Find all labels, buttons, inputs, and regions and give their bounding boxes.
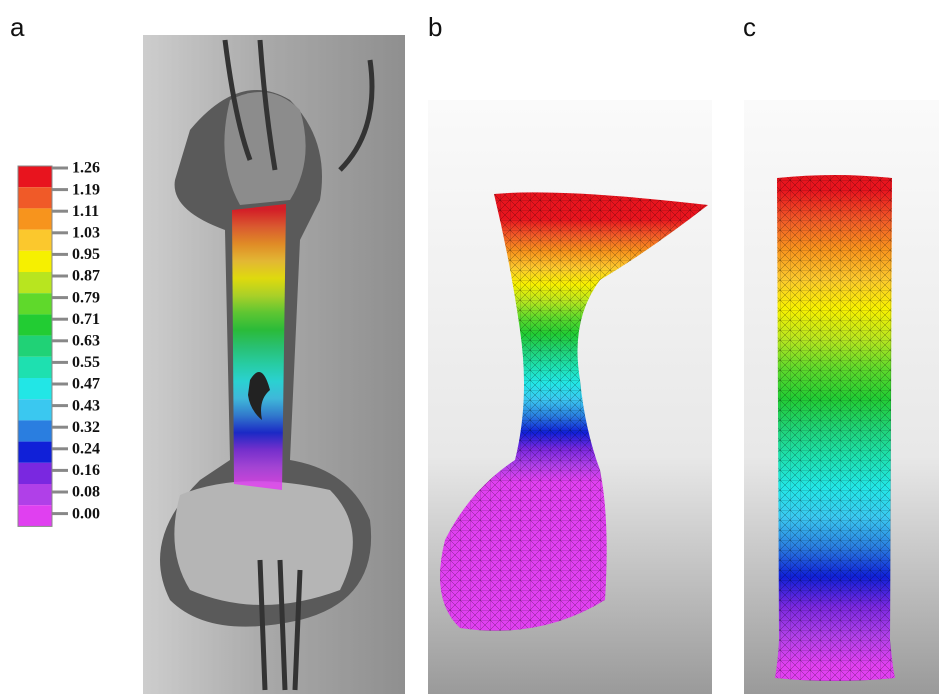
colorbar-label: 0.16 <box>72 462 100 479</box>
colorbar-label: 1.26 <box>72 160 100 177</box>
colorbar-swatch <box>18 293 52 314</box>
figure: a b c 1.26 1.19 1.11 1.03 0.95 0.87 0.79 0.71 0.… <box>0 0 939 694</box>
colorbar-label: 0.32 <box>72 419 100 436</box>
strain-strip <box>232 204 286 490</box>
colorbar-swatch <box>18 505 52 526</box>
colorbar-swatch <box>18 166 52 187</box>
colorbar-swatch <box>18 378 52 399</box>
colorbar-swatch <box>18 187 52 208</box>
colorbar-label: 0.63 <box>72 332 100 349</box>
colorbar-swatch <box>18 208 52 229</box>
colorbar-label: 0.47 <box>72 376 100 393</box>
colorbar-swatch <box>18 442 52 463</box>
colorbar-swatch <box>18 336 52 357</box>
panel-label: c <box>743 12 756 42</box>
colorbar-label: 0.71 <box>72 311 100 328</box>
colorbar-label: 0.79 <box>72 289 100 306</box>
strain-overlay <box>232 204 286 490</box>
colorbar-swatch <box>18 420 52 441</box>
colorbar-label: 1.19 <box>72 181 100 198</box>
colorbar-swatch <box>18 251 52 272</box>
colorbar-label: 0.43 <box>72 397 100 414</box>
colorbar-label: 0.87 <box>72 268 100 285</box>
panel-label: b <box>428 12 442 42</box>
mesh <box>775 175 895 681</box>
colorbar-label: 0.00 <box>72 505 100 522</box>
colorbar-label: 1.11 <box>72 203 99 220</box>
colorbar-swatch <box>18 484 52 505</box>
colorbar-swatch <box>18 463 52 484</box>
colorbar-swatch <box>18 399 52 420</box>
colorbar-label: 0.55 <box>72 354 100 371</box>
page: {"panels": [{"label": "a"}, {"label": "b… <box>0 0 939 694</box>
colorbar-label: 1.03 <box>72 224 100 241</box>
colorbar-swatch <box>18 314 52 335</box>
colorbar-label: 0.95 <box>72 246 100 263</box>
colorbar-label: 0.08 <box>72 484 100 501</box>
colorbar-swatch <box>18 230 52 251</box>
colorbar-swatch <box>18 272 52 293</box>
colorbar: 1.26 1.19 1.11 1.03 0.95 0.87 0.79 0.71 0.63 0.55… <box>18 160 100 527</box>
panel-label: a <box>10 12 25 42</box>
colorbar-swatch <box>18 357 52 378</box>
colorbar-label: 0.24 <box>72 440 100 457</box>
